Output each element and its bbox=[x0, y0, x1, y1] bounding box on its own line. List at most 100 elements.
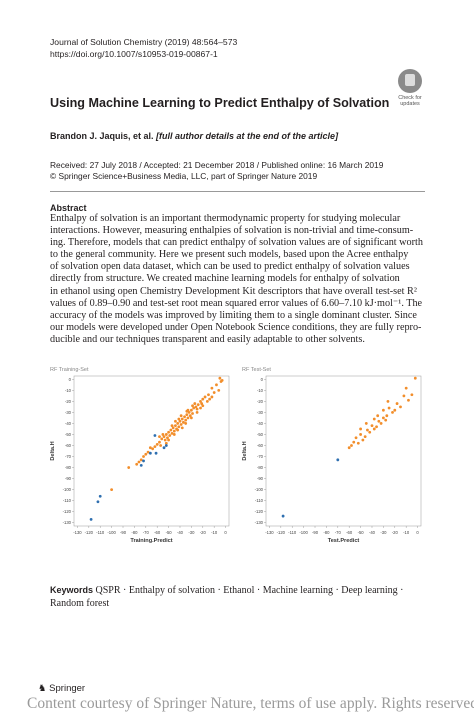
data-point bbox=[201, 397, 205, 401]
x-tick-label: -40 bbox=[369, 530, 376, 535]
author-names[interactable]: Brandon J. Jaquis, et al. bbox=[50, 131, 154, 141]
data-point bbox=[370, 424, 374, 428]
x-tick-label: -70 bbox=[143, 530, 150, 535]
data-point bbox=[196, 403, 200, 407]
data-point bbox=[135, 462, 139, 466]
data-point bbox=[375, 425, 378, 429]
data-point bbox=[203, 395, 207, 399]
publisher-name: Springer bbox=[49, 683, 86, 694]
data-point bbox=[159, 444, 163, 447]
data-point bbox=[146, 450, 150, 454]
data-point bbox=[281, 514, 285, 518]
data-point bbox=[178, 419, 182, 423]
data-point bbox=[212, 391, 216, 394]
data-point bbox=[98, 494, 102, 498]
abstract-line: interactions. However, measuring enthalp… bbox=[50, 225, 414, 237]
data-point bbox=[189, 416, 193, 420]
data-point bbox=[127, 466, 131, 469]
x-tick-label: -70 bbox=[335, 530, 342, 535]
data-point bbox=[385, 414, 389, 418]
bookmark-icon bbox=[398, 69, 422, 93]
y-tick-label: -90 bbox=[65, 476, 72, 481]
doi-link[interactable]: https://doi.org/10.1007/s10953-019-00867… bbox=[50, 49, 218, 59]
data-point bbox=[158, 440, 161, 444]
x-tick-label: -10 bbox=[403, 530, 410, 535]
abstract-line: ducible and our techniques transparent a… bbox=[50, 333, 365, 345]
y-axis-label: Delta.H bbox=[50, 441, 56, 460]
y-tick-label: -40 bbox=[257, 421, 264, 426]
data-point bbox=[215, 383, 218, 387]
data-point bbox=[172, 433, 176, 436]
journal-line: Journal of Solution Chemistry (2019) 48:… bbox=[50, 37, 238, 47]
y-tick-label: -120 bbox=[255, 509, 264, 514]
y-tick-label: -50 bbox=[257, 432, 264, 437]
data-point bbox=[179, 414, 183, 418]
x-tick-label: -80 bbox=[323, 530, 330, 535]
data-point bbox=[359, 427, 362, 431]
data-point bbox=[180, 426, 184, 430]
y-axis-label: Delta.H bbox=[242, 441, 248, 460]
data-point bbox=[381, 408, 385, 412]
x-tick-label: -20 bbox=[200, 530, 207, 535]
author-note: [full author details at the end of the a… bbox=[156, 131, 339, 141]
data-point bbox=[377, 419, 381, 423]
data-point bbox=[153, 445, 157, 448]
data-point bbox=[361, 438, 365, 442]
x-tick-label: -100 bbox=[107, 530, 116, 535]
data-point bbox=[410, 393, 414, 397]
chart-title: RF Training-Set bbox=[50, 367, 89, 373]
y-tick-label: -10 bbox=[257, 388, 264, 393]
courtesy-notice: Content courtesy of Springer Nature, ter… bbox=[27, 695, 474, 712]
data-point bbox=[144, 452, 148, 456]
data-point bbox=[158, 435, 161, 439]
data-point bbox=[376, 414, 380, 418]
y-tick-label: -20 bbox=[257, 399, 264, 404]
data-point bbox=[219, 380, 223, 383]
x-tick-label: -60 bbox=[154, 530, 161, 535]
data-point bbox=[142, 455, 145, 458]
y-tick-label: -100 bbox=[255, 487, 264, 492]
check-updates-badge[interactable]: Check for updates bbox=[395, 69, 425, 107]
data-point bbox=[191, 412, 194, 415]
publisher-logo: ♞ Springer bbox=[38, 683, 85, 694]
y-tick-label: -110 bbox=[63, 498, 72, 503]
y-tick-label: -20 bbox=[65, 399, 72, 404]
data-point bbox=[363, 435, 367, 439]
data-point bbox=[366, 428, 369, 432]
abstract-line: directly from structure. We created mach… bbox=[50, 273, 400, 285]
data-point bbox=[336, 458, 340, 462]
data-point bbox=[96, 500, 100, 504]
x-tick-label: 0 bbox=[224, 530, 227, 535]
x-tick-label: -80 bbox=[131, 530, 138, 535]
x-tick-label: -30 bbox=[380, 530, 387, 535]
data-point bbox=[189, 408, 193, 412]
data-point bbox=[183, 415, 186, 419]
x-tick-label: -110 bbox=[288, 530, 297, 535]
data-point bbox=[139, 463, 143, 467]
abstract-line: to the general community. Here we presen… bbox=[50, 249, 409, 261]
data-point bbox=[169, 428, 173, 432]
data-point bbox=[171, 426, 175, 430]
data-point bbox=[395, 402, 399, 405]
badge-line1: Check for bbox=[398, 95, 422, 101]
data-point bbox=[89, 517, 93, 521]
y-tick-label: -110 bbox=[255, 498, 264, 503]
data-point bbox=[164, 433, 168, 436]
y-tick-label: -30 bbox=[257, 410, 264, 415]
data-point bbox=[162, 435, 166, 439]
data-point bbox=[199, 399, 202, 403]
data-point bbox=[170, 431, 174, 435]
x-tick-label: -50 bbox=[166, 530, 173, 535]
x-tick-label: -10 bbox=[211, 530, 218, 535]
training-set-scatter: RF Training-Set-130 -120 -110 -100 -90 -80 -70… bbox=[50, 367, 230, 544]
abstract-body: Enthalpy of solvation is an important th… bbox=[50, 213, 426, 346]
journal-citation: Journal of Solution Chemistry (2019) 48:… bbox=[50, 36, 237, 60]
data-point bbox=[207, 393, 210, 397]
data-point bbox=[162, 446, 166, 450]
y-tick-label: -130 bbox=[63, 520, 72, 525]
data-point bbox=[393, 408, 397, 412]
abstract-line: values of 0.89–0.90 and test-set root me… bbox=[50, 297, 423, 309]
x-tick-label: -50 bbox=[358, 530, 365, 535]
keywords-text: QSPR · Enthalpy of solvation · Ethanol ·… bbox=[95, 585, 404, 596]
y-tick-label: 0 bbox=[69, 377, 72, 382]
